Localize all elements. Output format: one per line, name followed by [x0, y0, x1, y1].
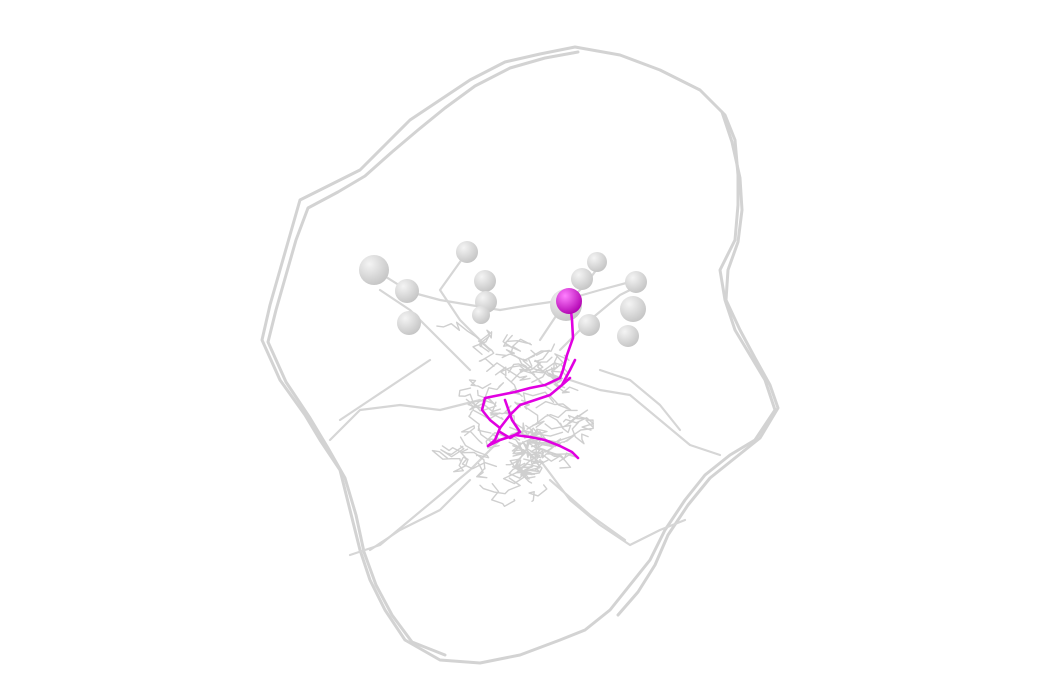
outer-contour-right-strand [616, 110, 780, 617]
neuropil-fiber [530, 349, 551, 363]
context-soma [617, 325, 639, 347]
neuropil-fiber [491, 483, 516, 507]
highlighted-neuron-soma [556, 288, 582, 314]
context-soma [359, 255, 389, 285]
neuropil-fiber [461, 425, 483, 444]
context-soma [397, 311, 421, 335]
neuropil-fiber [535, 395, 572, 411]
neuropil-fiber [468, 410, 492, 434]
context-soma [472, 306, 490, 324]
neurite-left [328, 398, 482, 442]
neuropil-fiber [479, 477, 521, 495]
neuropil-fiber [537, 356, 563, 386]
neuropil-fiber [477, 340, 495, 367]
neuropil-fiber [502, 334, 532, 352]
context-somata [359, 241, 647, 347]
neuropil-fiber [525, 407, 545, 428]
context-soma [578, 314, 600, 336]
neuropil-fiber [553, 353, 570, 371]
neuropil-fiber [508, 462, 540, 479]
neuropil-fiber [558, 419, 594, 442]
neuropil-fiber [567, 409, 589, 420]
neuropil-fiber [510, 422, 534, 441]
neuropil-fiber [477, 425, 501, 442]
outer-contour-inner-strand [266, 50, 580, 657]
neuropil-fiber [521, 391, 555, 403]
highlighted-branch-upper [480, 376, 572, 430]
neuropil-fiber [489, 401, 504, 421]
neuropil-fiber [436, 321, 479, 339]
context-soma [625, 271, 647, 293]
central-neuropil-tangle [431, 321, 594, 507]
context-soma [587, 252, 607, 272]
neuropil-fiber [468, 379, 492, 390]
neuropil-fiber [485, 432, 522, 449]
highlighted-branch-middle [486, 426, 580, 460]
neurite-upper-left [378, 288, 472, 372]
neuropil-fiber [528, 484, 548, 502]
neuropil-fiber [530, 444, 562, 462]
neuropil-fiber [531, 356, 558, 374]
context-soma [456, 241, 478, 263]
outer-contour-main [260, 45, 777, 665]
neuropil-fiber [528, 439, 551, 447]
highlighted-primary-neurite [558, 300, 575, 380]
neurite-lower-left [348, 438, 502, 557]
neuropil-fiber [504, 376, 523, 397]
neuropil-fiber [431, 449, 461, 462]
neuropil-fiber [520, 456, 534, 484]
context-soma [571, 268, 593, 290]
neuropil-fiber [571, 421, 589, 445]
neurite-right [568, 378, 722, 457]
neurite-upper-left-2 [438, 253, 492, 352]
neuropil-fiber [441, 445, 486, 470]
neuropil-fiber [453, 456, 469, 473]
context-soma [474, 270, 496, 292]
neuropil-fiber [486, 362, 531, 381]
highlighted-neuron-arbor [480, 300, 580, 460]
neuropil-fiber [494, 365, 527, 377]
highlighted-branch-cross [498, 398, 522, 440]
neuropil-fiber [515, 463, 540, 476]
neuropil-fiber [505, 445, 527, 466]
neuropil-fiber [544, 422, 572, 434]
neuropil-fiber [522, 458, 543, 476]
context-soma [620, 296, 646, 322]
context-soma [395, 279, 419, 303]
neuropil-fiber [562, 417, 594, 431]
neuropil-fiber [548, 434, 575, 447]
outer-contour-neurites [260, 45, 780, 665]
neurite-lower-left-2 [368, 478, 472, 552]
neuropil-fiber [519, 359, 544, 374]
neurite-mid-left [338, 358, 432, 422]
neuropil-fiber [514, 401, 530, 410]
neuropil-fiber [517, 454, 541, 471]
neuropil-fiber [472, 334, 490, 356]
neurite-mid-right [598, 368, 682, 432]
neuropil-fiber [526, 442, 549, 464]
neuropil-fiber [459, 436, 490, 459]
neuropil-fiber [553, 383, 579, 394]
neuropil-fiber [476, 462, 488, 479]
neurite-lower-right-2 [548, 478, 627, 542]
neuropil-fiber [440, 445, 465, 458]
neuropil-fiber [495, 349, 520, 360]
highlighted-branch-right [560, 358, 577, 387]
